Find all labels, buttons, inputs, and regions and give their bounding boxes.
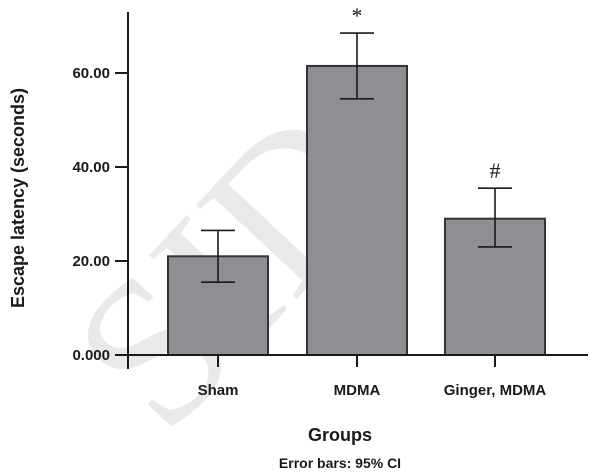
x-tick-label-2: Ginger, MDMA [444,382,547,399]
y-ticks-group: 0.000 20.00 40.00 60.00 [72,65,128,364]
significance-markers: *# [352,3,501,183]
y-tick-label-1: 20.00 [72,253,110,270]
significance-marker-1: * [352,3,363,28]
y-axis-title: Escape latency (seconds) [8,88,28,308]
significance-marker-2: # [490,158,501,183]
x-tick-label-1: MDMA [334,382,381,399]
y-tick-label-3: 60.00 [72,65,110,82]
error-bars-note: Error bars: 95% CI [279,455,401,471]
y-tick-label-2: 40.00 [72,159,110,176]
bar-1 [306,64,408,356]
error-bars-group [201,32,512,283]
x-tick-label-0: Sham [198,382,239,399]
x-axis-title: Groups [308,425,372,445]
y-tick-label-0: 0.000 [72,347,110,364]
x-tick-labels-group: Sham MDMA Ginger, MDMA [127,355,547,399]
